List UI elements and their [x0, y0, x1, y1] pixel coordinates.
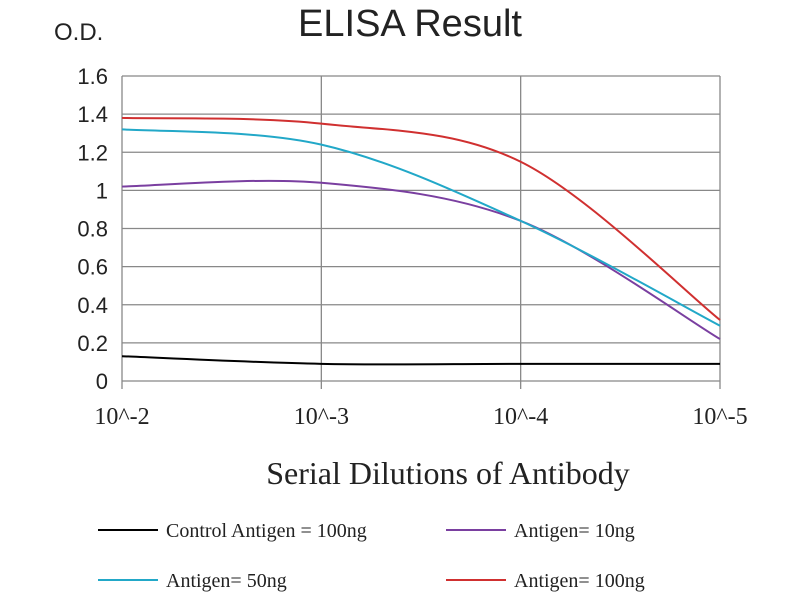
y-tick-label: 0 — [96, 369, 108, 394]
x-axis-label: Serial Dilutions of Antibody — [266, 455, 630, 491]
y-tick-label: 1.4 — [77, 102, 108, 127]
x-tick-label: 10^-3 — [294, 404, 349, 430]
y-tick-label: 0.4 — [77, 293, 108, 318]
x-tick-label: 10^-4 — [493, 404, 548, 430]
legend-label: Antigen= 100ng — [514, 570, 645, 592]
series-line — [121, 128, 721, 327]
series-line — [121, 179, 721, 340]
y-tick-label: 0.2 — [77, 331, 108, 356]
y-tick-label: 1 — [96, 178, 108, 203]
y-axis-label: O.D. — [54, 19, 103, 46]
x-tick-label: 10^-5 — [692, 404, 747, 430]
legend-label: Antigen= 10ng — [514, 520, 635, 542]
legend-label: Antigen= 50ng — [166, 570, 287, 592]
series-line — [121, 116, 721, 321]
y-tick-label: 0.8 — [77, 217, 108, 242]
y-tick-label: 0.6 — [77, 255, 108, 280]
series-line — [121, 355, 720, 366]
chart-title: ELISA Result — [298, 3, 522, 45]
y-tick-label: 1.6 — [77, 64, 108, 89]
y-tick-label: 1.2 — [77, 140, 108, 165]
legend-label: Control Antigen = 100ng — [166, 520, 367, 542]
x-tick-label: 10^-2 — [94, 404, 149, 430]
